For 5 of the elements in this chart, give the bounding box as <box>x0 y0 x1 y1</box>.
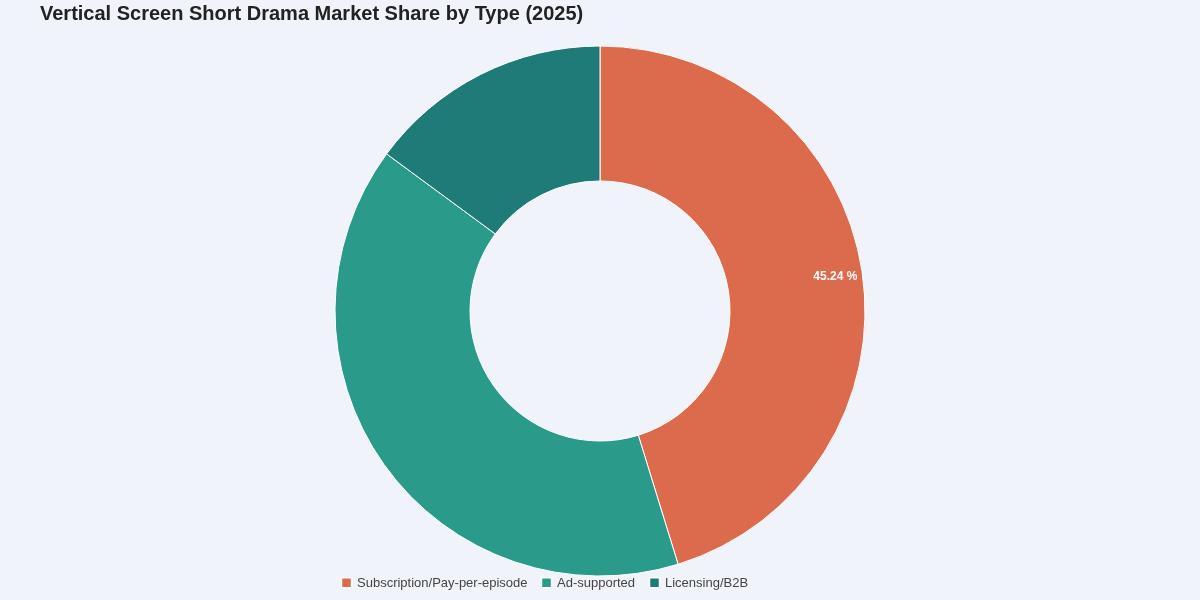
legend-label: Ad-supported <box>557 574 636 590</box>
data-label: 45.24 % <box>813 268 858 283</box>
legend-label: Licensing/B2B <box>665 574 749 590</box>
chart-title: Vertical Screen Short Drama Market Share by Type (2025) <box>40 2 584 24</box>
legend-label: Subscription/Pay-per-episode <box>357 574 528 590</box>
